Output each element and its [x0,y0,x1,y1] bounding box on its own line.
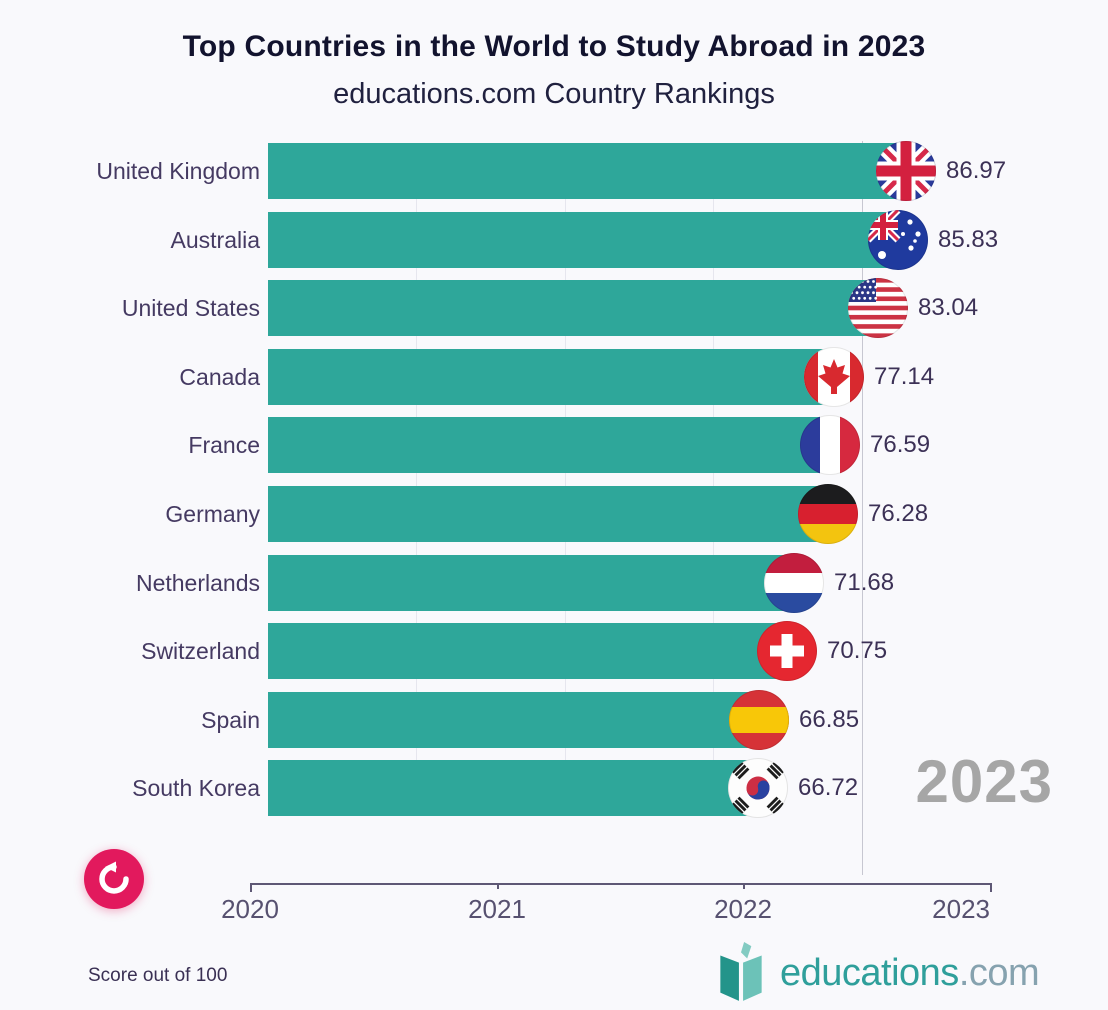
value-gridline [565,143,566,816]
bar-value: 66.85 [799,706,860,733]
bar-value: 83.04 [918,294,979,321]
bar-value: 86.97 [946,157,1007,184]
educations-logo[interactable]: educations.com [714,941,1040,1005]
axis-tick [250,883,252,892]
axis-year-label: 2022 [714,894,772,924]
france-flag-icon [800,415,860,475]
bar-row: Spain 66.85 [0,690,1108,750]
logo-text: educations.com [780,943,1040,1003]
bar [268,349,834,405]
flag-badge [729,690,789,750]
germany-flag-icon [798,484,858,544]
axis-year-label: 2021 [468,894,526,924]
switzerland-flag-icon [757,621,817,681]
country-label: Spain [201,707,260,733]
bar [268,417,830,473]
bar-value: 85.83 [938,226,999,253]
bar-value: 76.28 [868,500,929,527]
axis-tick [743,883,745,889]
country-label: Germany [165,501,260,527]
replay-arrow-icon [99,861,129,894]
bar-value: 76.59 [870,431,931,458]
bar-row: Canada 77.14 [0,347,1108,407]
logo-name: educations [780,952,959,994]
country-label: United Kingdom [96,158,260,184]
country-label: Australia [170,227,260,253]
timeline-cursor-line [862,141,863,875]
bar [268,280,878,336]
value-gridline [416,143,417,816]
flag-badge [728,758,788,818]
axis-line [250,883,990,885]
flag-badge [876,141,936,201]
flag-badge [798,484,858,544]
logo-suffix: .com [958,952,1040,994]
flag-badge [800,415,860,475]
flag-badge [804,347,864,407]
bar [268,143,906,199]
bar-value: 66.72 [798,774,859,801]
netherlands-flag-icon [764,553,824,613]
country-label: France [188,432,260,458]
united-kingdom-flag-icon [876,141,936,201]
bar-value: 71.68 [834,569,895,596]
value-gridline [713,143,714,816]
bar-row: Switzerland 70.75 [0,621,1108,681]
bar-row: South Korea 66.72 [0,758,1108,818]
country-label: South Korea [132,775,260,801]
axis-tick [990,883,992,892]
bar [268,212,898,268]
bar-value: 77.14 [874,363,935,390]
bar-row: United States 83.04 [0,278,1108,338]
replay-button[interactable] [84,849,144,909]
country-label: Switzerland [141,638,260,664]
bar-row: Germany 76.28 [0,484,1108,544]
bar [268,486,828,542]
south-korea-flag-icon [728,758,788,818]
chart-title: Top Countries in the World to Study Abro… [182,30,926,63]
spain-flag-icon [729,690,789,750]
bar-row: France 76.59 [0,415,1108,475]
bar-row: United Kingdom 86.97 [0,141,1108,201]
bar [268,760,758,816]
flag-badge [764,553,824,613]
axis-year-label: 2020 [221,894,279,924]
bar-value: 70.75 [827,637,888,664]
current-year-label: 2023 [915,748,1053,815]
axis-tick [497,883,499,889]
axis-year-label: 2023 [932,894,990,924]
flag-badge [848,278,908,338]
bar-row: Netherlands 71.68 [0,553,1108,613]
open-book-icon [720,942,762,1001]
country-label: Canada [179,364,260,390]
bar [268,692,759,748]
canada-flag-icon [804,347,864,407]
country-label: Netherlands [135,570,260,596]
flag-badge [757,621,817,681]
australia-flag-icon [868,210,928,270]
chart-subtitle: educations.com Country Rankings [333,78,775,110]
score-note: Score out of 100 [88,965,228,986]
bar [268,623,787,679]
bar [268,555,794,611]
flag-badge [868,210,928,270]
country-label: United States [121,295,260,321]
bar-row: Australia 85.83 [0,210,1108,270]
united-states-flag-icon [848,278,908,338]
